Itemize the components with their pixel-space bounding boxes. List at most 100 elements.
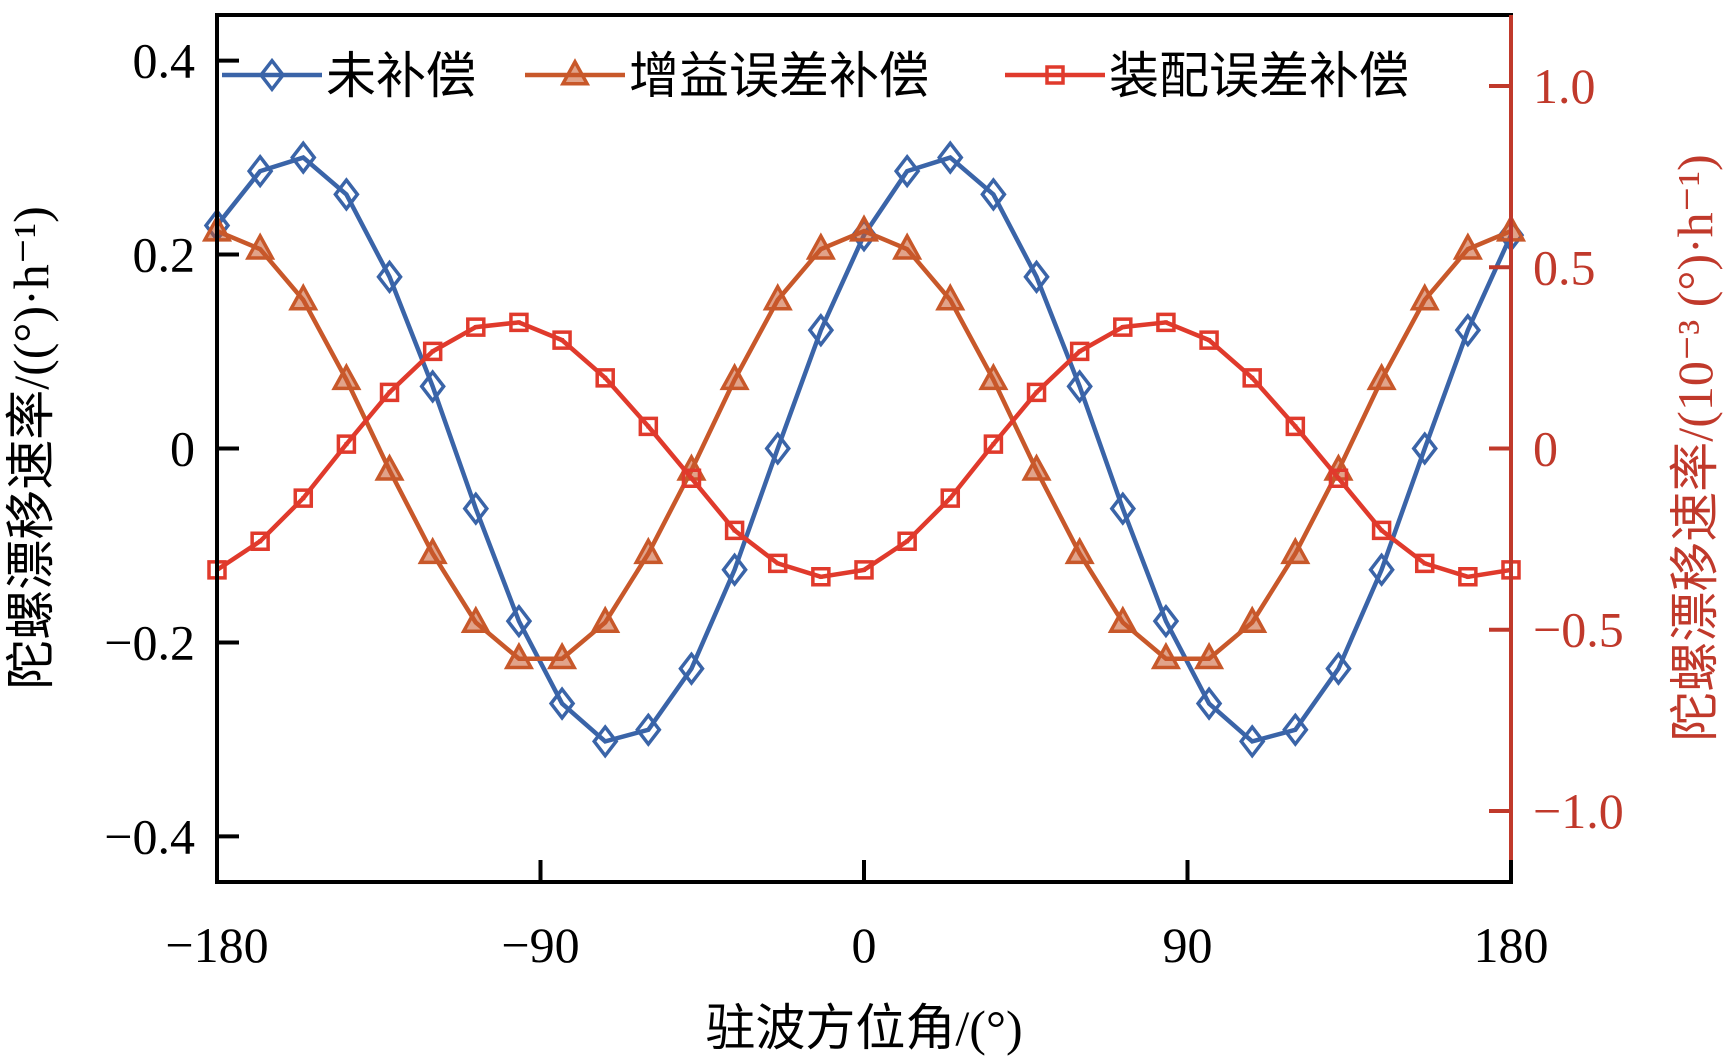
data-point — [336, 434, 357, 454]
data-point — [1199, 330, 1219, 350]
data-point — [724, 520, 745, 541]
data-point — [246, 153, 274, 189]
y-tick-label: −0.4 — [104, 808, 195, 864]
data-point — [811, 567, 831, 587]
legend-label: 未补偿 — [326, 47, 476, 105]
legend-marker — [258, 57, 286, 93]
data-point — [983, 434, 1004, 454]
marker-center — [1465, 574, 1470, 579]
y-right-tick-label: 0.5 — [1533, 239, 1596, 295]
data-point — [1409, 283, 1440, 311]
marker-center — [646, 424, 651, 429]
y-tick-label: 0.4 — [133, 33, 196, 89]
data-point — [503, 641, 534, 670]
data-point — [1454, 313, 1482, 348]
data-point — [250, 531, 270, 552]
marker-center — [732, 528, 737, 533]
data-point — [1452, 232, 1483, 260]
data-point — [288, 283, 319, 311]
data-point — [1325, 651, 1352, 686]
data-point — [376, 259, 403, 295]
axes: −180 −90 0 90 180 0.4 0.2 0 −0.2 −0.4 1.0 0.5 0 −0.5 −… — [104, 33, 1623, 973]
data-point — [1195, 686, 1223, 721]
marker-center — [1379, 528, 1384, 533]
data-point — [805, 232, 836, 260]
data-point — [1371, 520, 1392, 541]
y-axis-right-label: 陀螺漂移速率/(10⁻³ (°)·h⁻¹) — [1667, 154, 1723, 741]
y-right-tick-label: −1.0 — [1533, 783, 1624, 839]
data-point — [505, 603, 533, 639]
data-point — [207, 560, 227, 580]
data-point — [548, 686, 576, 721]
data-point — [807, 313, 835, 348]
data-point — [848, 214, 880, 242]
data-point — [940, 488, 961, 508]
marker-center — [430, 349, 435, 354]
data-point — [767, 553, 788, 574]
marker-center — [301, 496, 306, 501]
plot-frame — [215, 13, 1513, 884]
data-point — [419, 369, 446, 404]
marker-center — [473, 325, 478, 330]
y-tick-label: 0 — [170, 421, 195, 477]
marker-center — [689, 476, 694, 481]
data-point — [466, 317, 486, 337]
marker-center — [258, 539, 263, 544]
data-point — [1366, 362, 1397, 391]
data-point — [897, 531, 917, 552]
legend-label: 装配误差补偿 — [1109, 47, 1409, 105]
plot-area — [201, 140, 1527, 759]
data-point — [547, 641, 578, 670]
x-tick-label: −90 — [501, 917, 579, 973]
data-point — [591, 724, 619, 759]
data-point — [1414, 553, 1435, 574]
marker-center — [344, 442, 349, 447]
data-point — [1237, 605, 1268, 634]
marker-center — [1053, 73, 1057, 77]
marker-center — [1163, 320, 1168, 325]
series-3 — [207, 312, 1521, 587]
data-point — [937, 140, 964, 175]
data-point — [509, 312, 529, 333]
series-2 — [201, 214, 1527, 670]
data-point — [374, 453, 405, 481]
marker-center — [818, 574, 823, 579]
data-point — [893, 153, 921, 189]
x-tick-label: 90 — [1163, 917, 1213, 973]
legend-marker — [1045, 65, 1065, 85]
data-point — [1021, 453, 1052, 481]
y-axis-label: 陀螺漂移速率/((°)·h⁻¹) — [3, 206, 59, 690]
data-point — [1411, 431, 1438, 466]
marker-center — [905, 539, 910, 544]
data-point — [379, 382, 400, 403]
marker-center — [862, 567, 866, 572]
data-point — [721, 552, 748, 587]
marker-center — [1077, 349, 1082, 354]
x-tick-label: 0 — [852, 917, 877, 973]
data-point — [1285, 416, 1306, 437]
marker-center — [991, 442, 996, 447]
marker-center — [1207, 338, 1212, 343]
y-tick-label: 0.2 — [133, 227, 196, 283]
data-point — [635, 712, 662, 747]
marker-center — [775, 561, 780, 566]
marker-center — [387, 390, 392, 395]
y-tick-label: −0.2 — [104, 614, 195, 670]
data-point — [764, 431, 791, 466]
data-point — [854, 560, 874, 580]
y-right-tick-label: 0 — [1533, 421, 1558, 477]
data-point — [1069, 341, 1090, 362]
data-point — [1156, 312, 1176, 333]
data-point — [633, 536, 664, 565]
data-point — [1109, 491, 1137, 526]
data-point — [417, 536, 448, 565]
data-point — [460, 605, 491, 634]
data-point — [1282, 712, 1309, 747]
data-point — [1023, 259, 1050, 295]
data-point — [892, 232, 923, 260]
data-point — [978, 362, 1009, 391]
data-point — [678, 651, 705, 686]
data-point — [290, 140, 317, 175]
data-point — [1064, 536, 1095, 565]
